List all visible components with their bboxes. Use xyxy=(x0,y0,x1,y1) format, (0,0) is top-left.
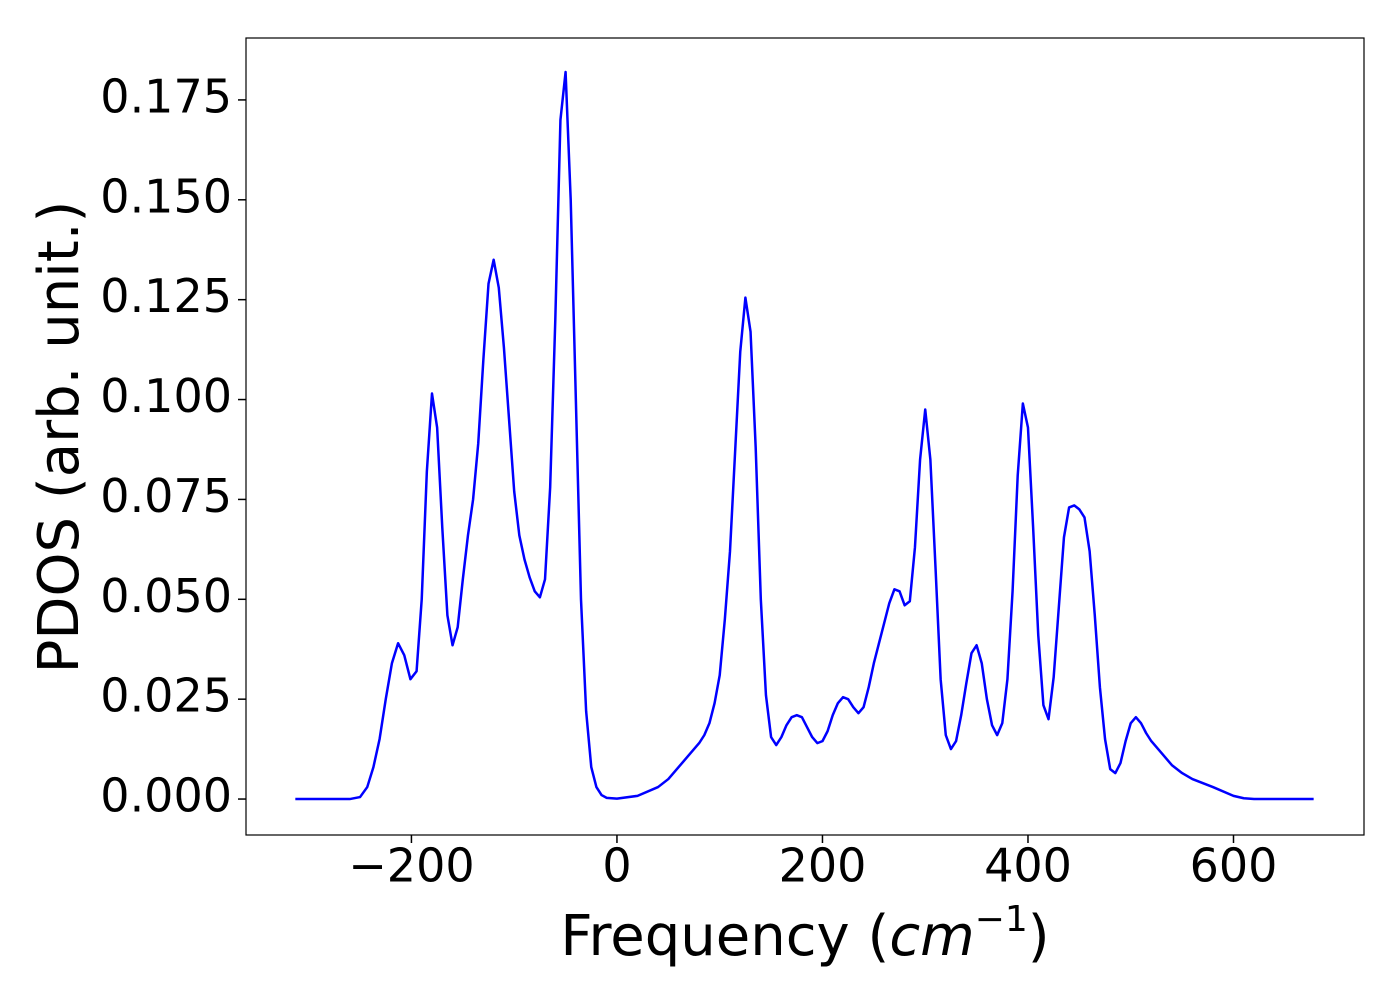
y-tick-label: 0.000 xyxy=(100,769,232,823)
y-tick-label: 0.025 xyxy=(100,669,232,723)
x-axis-label: Frequency (cm−1) xyxy=(560,899,1049,969)
y-tick-label: 0.125 xyxy=(100,269,232,323)
x-tick-label: −200 xyxy=(348,839,474,893)
y-tick-label: 0.050 xyxy=(100,569,232,623)
x-tick-label: 200 xyxy=(779,839,867,893)
x-tick-label: 0 xyxy=(602,839,631,893)
y-axis-label: PDOS (arb. unit.) xyxy=(27,201,92,674)
y-tick-label: 0.175 xyxy=(100,69,232,123)
data-line xyxy=(295,70,1314,801)
y-tick-label: 0.150 xyxy=(100,169,232,223)
y-tick-label: 0.075 xyxy=(100,469,232,523)
x-tick-label: 600 xyxy=(1190,839,1278,893)
y-tick-label: 0.100 xyxy=(100,369,232,423)
plot-frame xyxy=(245,37,1365,836)
x-tick-label: 400 xyxy=(984,839,1072,893)
